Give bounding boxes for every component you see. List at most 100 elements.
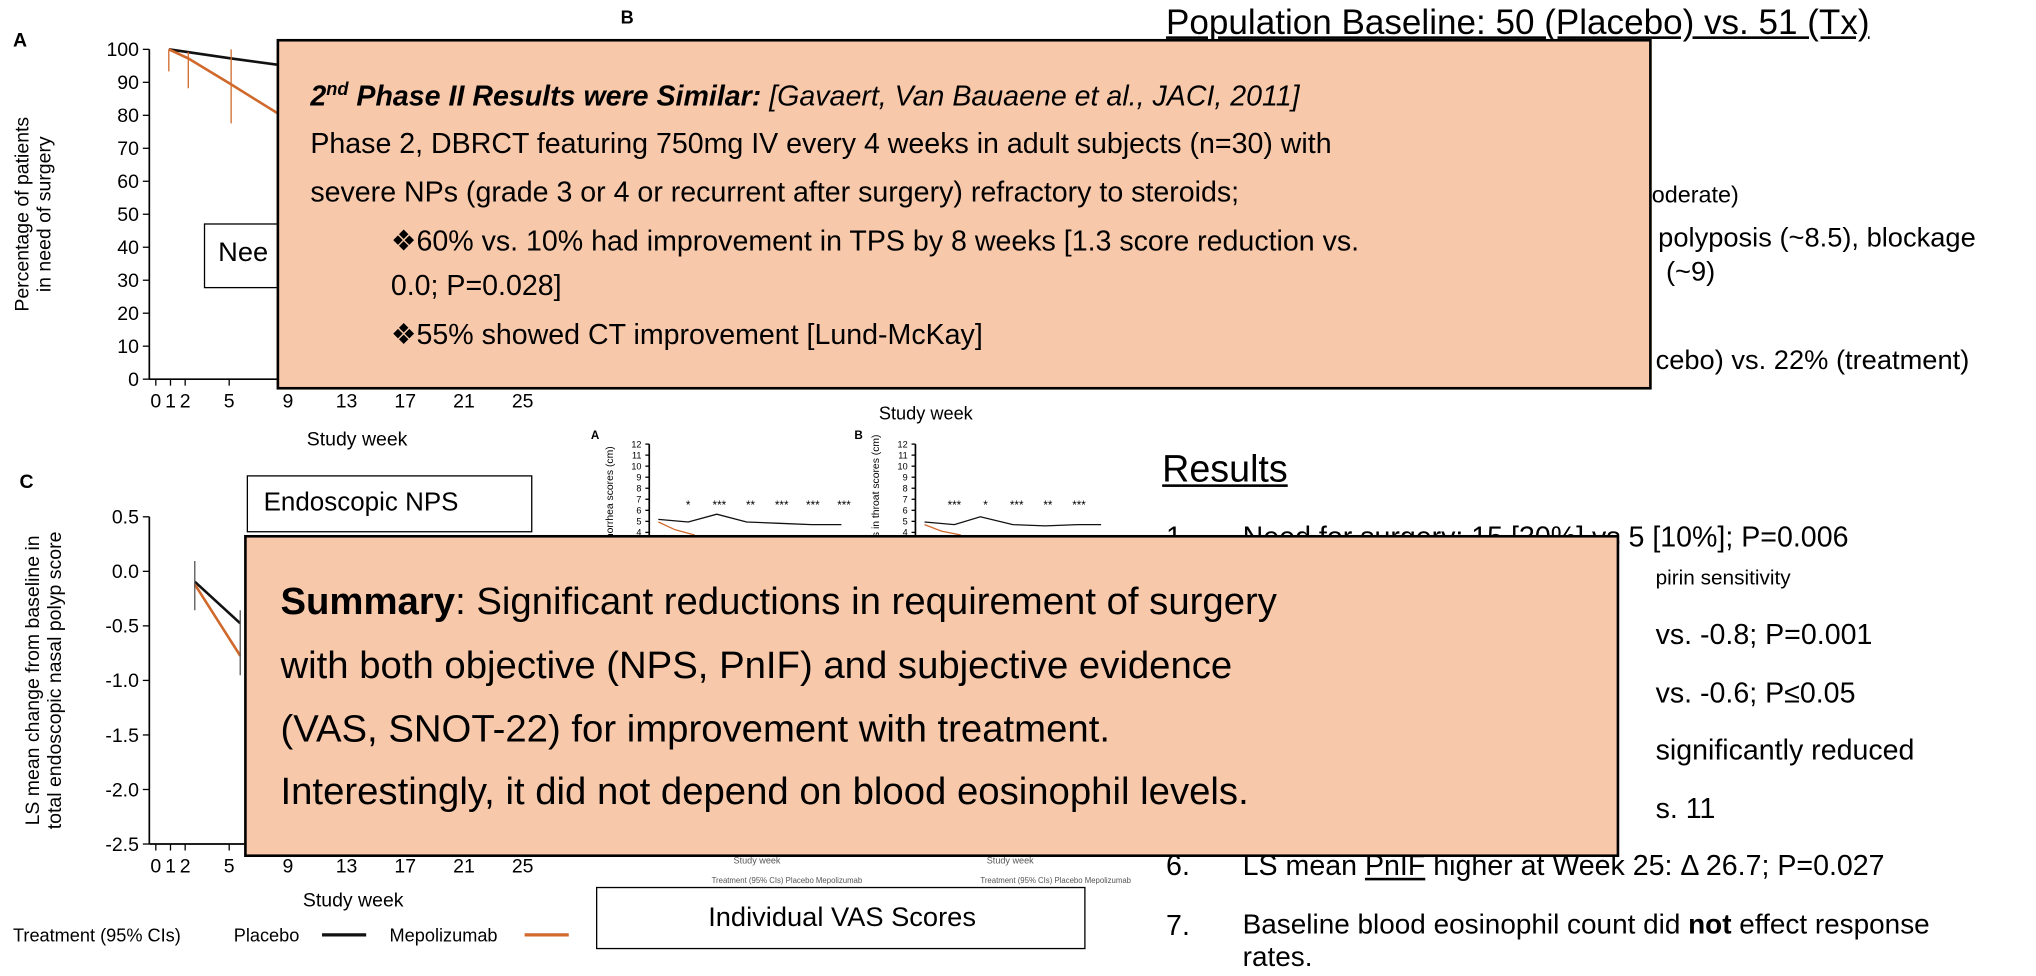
label-box: Individual VAS Scores bbox=[596, 886, 1086, 950]
y-tick-label: 12 bbox=[898, 439, 908, 449]
fragment: vs. -0.8; P=0.001 bbox=[1655, 618, 1873, 651]
mini-y-label-text: mean rhinorrhea scores (cm) bbox=[605, 446, 616, 579]
significance-star: ** bbox=[1043, 499, 1053, 512]
y-tick-label: 100 bbox=[106, 39, 139, 61]
y-tick-label: 7 bbox=[636, 494, 641, 504]
y-tick-label: 10 bbox=[631, 461, 641, 471]
y-tick-label: 7 bbox=[903, 494, 908, 504]
callout-line: with both objective (NPS, PnIF) and subj… bbox=[280, 644, 1233, 687]
x-axis-label: Study week bbox=[303, 889, 404, 911]
legend-entry: Mepolizumab bbox=[390, 925, 498, 945]
item-text: Baseline blood eosinophil count did not … bbox=[1243, 909, 2003, 974]
x-axis-label: Study week bbox=[307, 428, 408, 450]
fragment: cebo) vs. 22% (treatment) bbox=[1655, 345, 1970, 376]
y-tick-label: 80 bbox=[117, 105, 139, 127]
callout-line: Interestingly, it did not depend on bloo… bbox=[280, 770, 1249, 813]
y-tick-label: 0.0 bbox=[112, 561, 139, 583]
y-tick-label: -1.5 bbox=[105, 725, 139, 747]
significance-star: *** bbox=[948, 499, 962, 512]
x-tick-label: 1 bbox=[165, 391, 176, 413]
results-heading: Results bbox=[1162, 449, 1288, 491]
y-tick-label: 40 bbox=[117, 237, 139, 259]
item-number: 7. bbox=[1166, 908, 1190, 942]
y-tick-label: 9 bbox=[903, 472, 908, 482]
callout-bullet: ❖60% vs. 10% had improvement in TPS by 8… bbox=[390, 224, 1360, 258]
panel-label: C bbox=[19, 471, 33, 493]
x-tick-label: 13 bbox=[336, 856, 358, 878]
treatment-line bbox=[168, 48, 280, 116]
callout-line: Summary: Significant reductions in requi… bbox=[280, 580, 1276, 624]
y-tick-label: -1.0 bbox=[105, 670, 139, 692]
significance-star: *** bbox=[1010, 499, 1024, 512]
y-tick-label: -0.5 bbox=[105, 616, 139, 638]
y-tick-label: 11 bbox=[898, 450, 907, 460]
significance-star: *** bbox=[775, 499, 789, 512]
mini-x-label: Study week bbox=[987, 856, 1034, 866]
significance-star: *** bbox=[837, 499, 851, 512]
y-tick-label: 60 bbox=[117, 171, 139, 193]
error-bars bbox=[194, 560, 241, 676]
y-tick-label: 20 bbox=[117, 303, 139, 325]
legend-entry: Placebo bbox=[234, 925, 300, 945]
fragment: oderate) bbox=[1651, 181, 1739, 208]
x-tick-label: 25 bbox=[512, 391, 534, 413]
y-tick-label: -2.0 bbox=[105, 779, 139, 801]
mini-y-label-text: mean mucus in throat scores (cm) bbox=[871, 434, 882, 591]
x-tick-label: 2 bbox=[180, 856, 191, 878]
y-tick-label: 10 bbox=[898, 461, 908, 471]
y-axis-label-line: LS mean change from baseline in bbox=[22, 535, 44, 825]
treatment-line bbox=[658, 521, 695, 536]
y-tick-label: 5 bbox=[903, 517, 908, 527]
item-number: 6. bbox=[1166, 849, 1190, 882]
y-tick-label: 0.5 bbox=[112, 507, 139, 529]
y-tick-label: 50 bbox=[117, 204, 139, 226]
curves bbox=[168, 48, 1102, 676]
placebo-line bbox=[658, 513, 842, 526]
x-tick-label: 17 bbox=[394, 856, 416, 878]
significance-star: *** bbox=[1072, 499, 1086, 512]
x-tick-label: 13 bbox=[336, 391, 358, 413]
x-tick-label: 1 bbox=[165, 856, 176, 878]
text-part: 2 bbox=[310, 79, 327, 113]
panel-label: B bbox=[854, 429, 862, 442]
x-tick-label: 5 bbox=[224, 391, 235, 413]
fragment: s. 11 bbox=[1655, 792, 1716, 825]
y-tick-label: -2.5 bbox=[105, 834, 139, 856]
mini-y-label: mean rhinorrhea scores (cm) bbox=[605, 446, 616, 579]
y-tick-label: 5 bbox=[636, 517, 641, 527]
legend-title: Treatment (95% CIs) bbox=[13, 925, 181, 945]
box-label: Endoscopic NPS bbox=[263, 488, 459, 517]
significance-star: *** bbox=[806, 499, 820, 512]
x-axis-label: Study week bbox=[879, 403, 974, 423]
y-tick-label: 11 bbox=[632, 450, 641, 460]
label-box: Endoscopic NPS bbox=[246, 475, 533, 533]
y-tick-label: 8 bbox=[636, 483, 641, 493]
callout-line: Phase 2, DBRCT featuring 750mg IV every … bbox=[310, 127, 1332, 160]
y-tick-label: 8 bbox=[903, 483, 908, 493]
box-label: Nee bbox=[218, 237, 269, 268]
text-part: : Significant reductions in requirement … bbox=[455, 580, 1277, 624]
fragment: polyposis (~8.5), blockage bbox=[1658, 223, 1976, 254]
text-part: Summary bbox=[280, 580, 456, 624]
x-tick-label: 5 bbox=[224, 856, 235, 878]
text-part: Phase II Results were Similar: bbox=[348, 79, 762, 113]
y-axis-label: Percentage of patients in need of surger… bbox=[12, 117, 56, 312]
fragment: significantly reduced bbox=[1655, 733, 1915, 767]
mini-legend: Treatment (95% CIs) Placebo Mepolizumab bbox=[712, 876, 863, 885]
x-tick-label: 2 bbox=[180, 391, 191, 413]
x-tick-label: 0 bbox=[150, 856, 161, 878]
text-part: effect response rates. bbox=[1242, 908, 1930, 973]
callout: 2nd Phase II Results were Similar: [Gava… bbox=[276, 38, 1652, 390]
y-axis-label-line: total endoscopic nasal polyp score bbox=[44, 532, 66, 830]
x-tick-label: 9 bbox=[282, 391, 293, 413]
y-tick-label: 6 bbox=[903, 505, 908, 515]
text-part: [Gavaert, Van Bauaene et al., JACI, 2011… bbox=[761, 79, 1300, 113]
error-bars bbox=[168, 49, 232, 124]
placebo-line bbox=[193, 580, 242, 625]
treatment-line bbox=[924, 523, 962, 536]
y-tick-label: 30 bbox=[117, 270, 139, 292]
fragment: pirin sensitivity bbox=[1655, 567, 1791, 590]
